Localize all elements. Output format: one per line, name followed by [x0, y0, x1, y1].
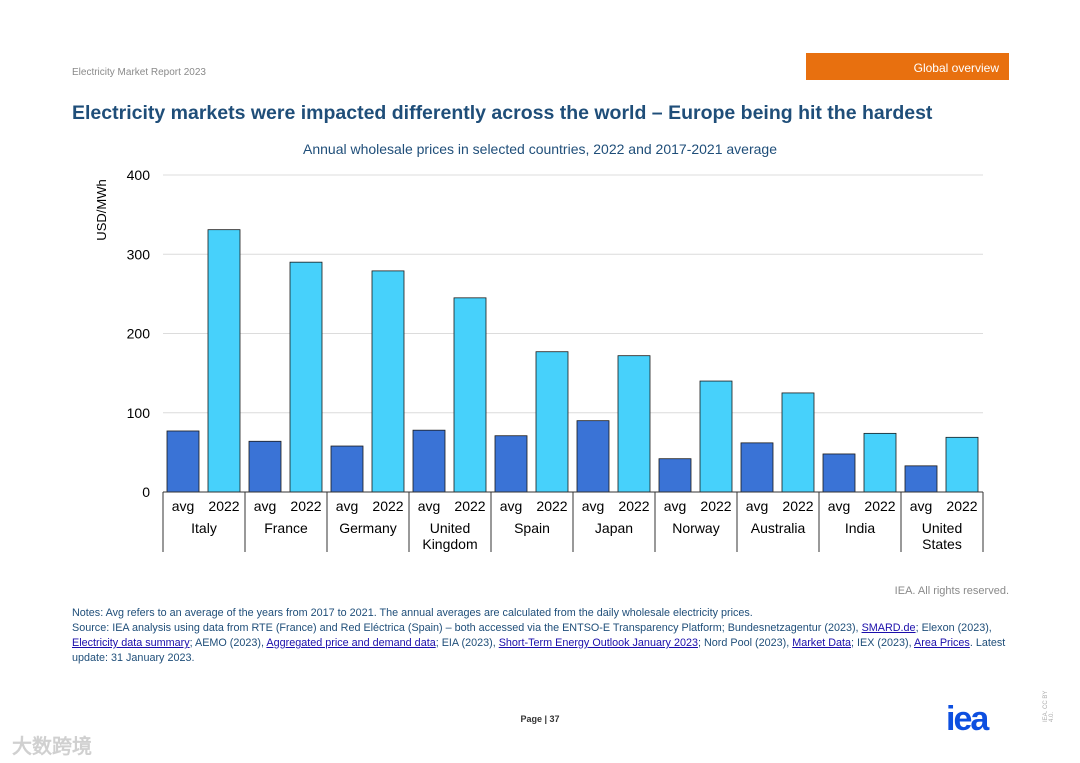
x-sub-label: 2022 [864, 498, 895, 514]
x-sub-label: avg [746, 498, 769, 514]
source-part: ; Nord Pool (2023), [697, 637, 793, 649]
link-iex[interactable]: Area Prices [914, 637, 970, 649]
link-aemo[interactable]: Aggregated price and demand data [266, 637, 436, 649]
bar-2022 [781, 392, 815, 493]
notes-text: Notes: Avg refers to an average of the y… [72, 607, 753, 619]
bar-2022 [453, 297, 487, 493]
x-sub-label: avg [500, 498, 523, 514]
category-label: United [430, 520, 470, 536]
category-label: Spain [514, 520, 550, 536]
x-sub-label: 2022 [208, 498, 239, 514]
source-part: Source: IEA analysis using data from RTE… [72, 622, 862, 634]
watermark: 大数跨境 [12, 736, 92, 758]
x-sub-label: 2022 [372, 498, 403, 514]
bar-2022 [945, 436, 979, 493]
page-title: Electricity markets were impacted differ… [72, 102, 933, 124]
rights-text: IEA. All rights reserved. [894, 585, 1009, 597]
source-part: ; Elexon (2023), [915, 622, 992, 634]
category-label: Italy [191, 520, 217, 536]
y-tick-label: 100 [127, 405, 151, 421]
bar-avg [330, 445, 364, 493]
chart-title: Annual wholesale prices in selected coun… [303, 141, 777, 157]
source-part: ; EIA (2023), [435, 637, 499, 649]
x-sub-label: 2022 [782, 498, 813, 514]
x-sub-label: avg [664, 498, 687, 514]
x-sub-label: 2022 [536, 498, 567, 514]
category-label: Australia [751, 520, 806, 536]
y-tick-label: 300 [127, 246, 151, 262]
category-label: India [845, 520, 876, 536]
bar-avg [904, 465, 938, 493]
x-sub-label: avg [336, 498, 359, 514]
x-sub-label: 2022 [946, 498, 977, 514]
link-nordpool[interactable]: Market Data [792, 637, 852, 649]
bar-avg [740, 442, 774, 493]
bar-avg [576, 420, 610, 493]
x-sub-label: avg [828, 498, 851, 514]
x-sub-label: avg [418, 498, 441, 514]
y-tick-label: 200 [127, 326, 151, 342]
notes: Notes: Avg refers to an average of the y… [72, 606, 1012, 666]
x-sub-label: avg [582, 498, 605, 514]
source-part: ; IEX (2023), [851, 637, 915, 649]
license-text: IEA. CC BY 4.0. [1043, 690, 1055, 722]
x-sub-label: avg [910, 498, 933, 514]
bar-2022 [535, 351, 569, 493]
page-number: Page | 37 [520, 714, 560, 724]
source-part: ; AEMO (2023), [189, 637, 267, 649]
category-label: States [922, 536, 962, 552]
x-sub-label: avg [254, 498, 277, 514]
bar-avg [248, 440, 282, 493]
x-sub-label: avg [172, 498, 195, 514]
section-badge: Global overview [806, 53, 1009, 80]
category-label: United [922, 520, 962, 536]
x-sub-label: 2022 [454, 498, 485, 514]
x-sub-label: 2022 [290, 498, 321, 514]
bar-2022 [289, 261, 323, 493]
category-label: Kingdom [422, 536, 477, 552]
source-part: . Latest update: 31 January 2023. [72, 637, 1006, 664]
bar-2022 [207, 229, 241, 493]
category-label: France [264, 520, 308, 536]
bar-avg [658, 458, 692, 493]
link-smard[interactable]: SMARD.de [861, 622, 916, 634]
bar-chart: 0 100 200 300 400 USD/MWh avg 2022 Italy avg 2022 F… [94, 167, 984, 552]
y-tick-label: 400 [127, 167, 151, 183]
bar-2022 [371, 270, 405, 493]
bar-2022 [617, 355, 651, 493]
bar-2022 [863, 432, 897, 493]
x-sub-label: 2022 [618, 498, 649, 514]
category-label: Norway [672, 520, 719, 536]
bar-2022 [699, 380, 733, 493]
report-name: Electricity Market Report 2023 [72, 67, 206, 78]
y-axis-label: USD/MWh [94, 179, 109, 240]
y-tick-label: 0 [142, 484, 150, 500]
category-label: Germany [339, 520, 397, 536]
bar-avg [412, 429, 446, 493]
link-eia[interactable]: Short-Term Energy Outlook January 2023 [498, 637, 698, 649]
category-label: Japan [595, 520, 633, 536]
bar-avg [166, 430, 200, 493]
link-elexon[interactable]: Electricity data summary [72, 637, 190, 649]
x-sub-label: 2022 [700, 498, 731, 514]
bar-avg [494, 435, 528, 493]
bar-avg [822, 453, 856, 493]
source-text: Source: IEA analysis using data from RTE… [72, 621, 1012, 666]
iea-logo: iea [946, 700, 989, 738]
